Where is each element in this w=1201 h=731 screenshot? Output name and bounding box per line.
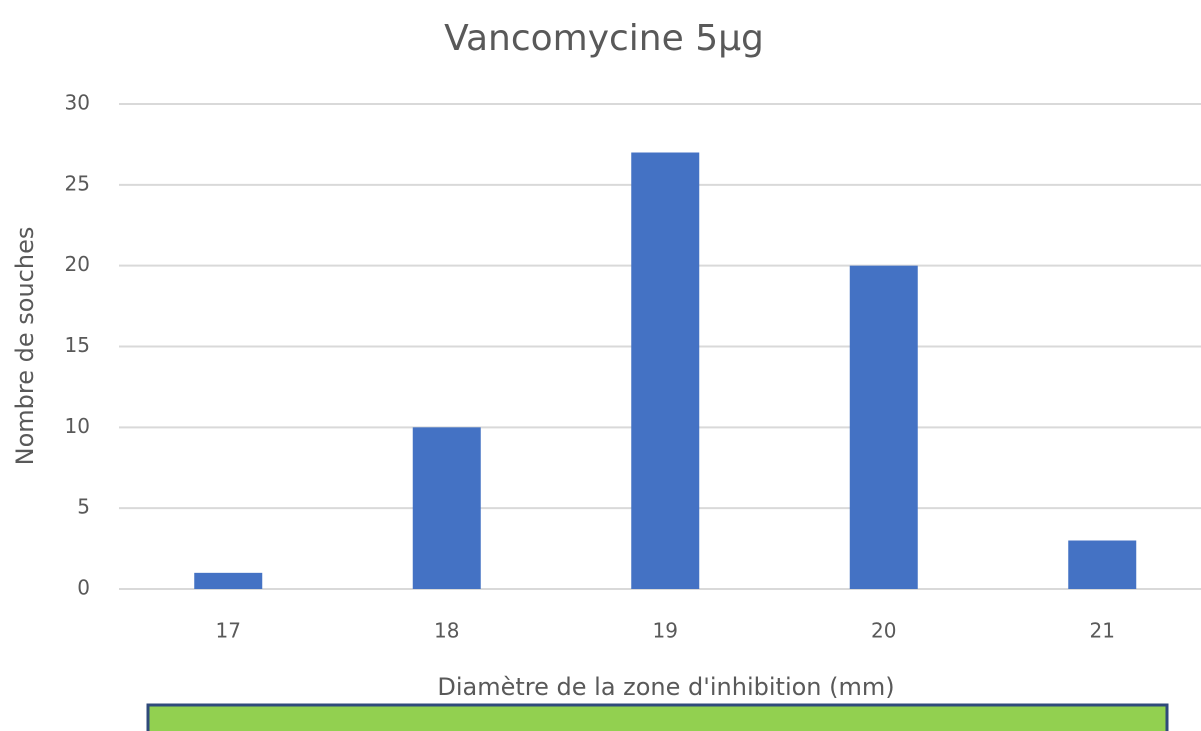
bar (194, 572, 263, 589)
bar (412, 427, 481, 589)
x-tick-label: 21 (1090, 619, 1115, 643)
bar (849, 265, 918, 589)
y-tick-label: 0 (77, 576, 90, 600)
y-tick-label: 25 (65, 171, 90, 195)
y-tick-label: 20 (65, 252, 90, 276)
y-tick-label: 15 (65, 333, 90, 357)
x-tick-label: 20 (871, 619, 896, 643)
x-tick-label: 17 (216, 619, 241, 643)
x-axis-title: Diamètre de la zone d'inhibition (mm) (437, 673, 894, 701)
bar (631, 152, 700, 589)
x-tick-label: 18 (434, 619, 459, 643)
x-tick-label: 19 (653, 619, 678, 643)
y-tick-label: 5 (77, 495, 90, 519)
chart-title: Vancomycine 5µg (444, 18, 764, 59)
green-box (146, 703, 1169, 731)
y-tick-label: 30 (65, 91, 90, 115)
bar (1068, 540, 1137, 589)
y-axis-title: Nombre de souches (11, 227, 39, 466)
y-tick-label: 10 (65, 414, 90, 438)
